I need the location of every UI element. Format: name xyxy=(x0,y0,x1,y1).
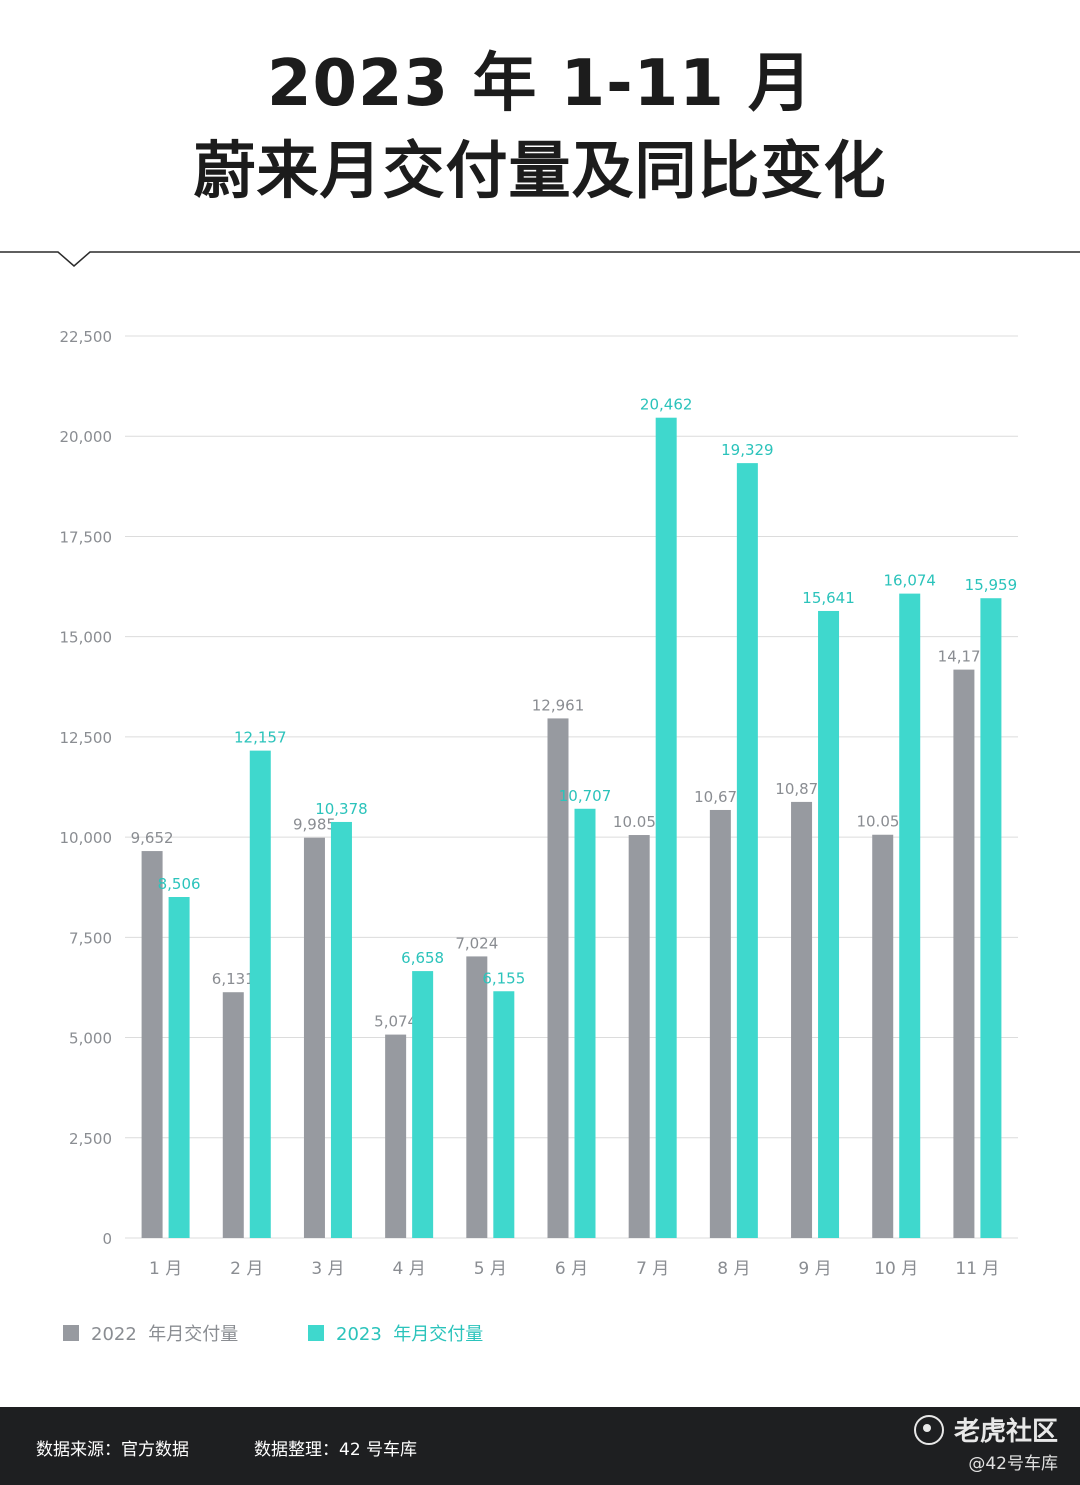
y-tick-label: 2,500 xyxy=(69,1130,112,1148)
bar-2022 xyxy=(141,851,163,1238)
y-tick-label: 15,000 xyxy=(60,629,113,647)
y-tick-label: 7,500 xyxy=(69,929,112,947)
x-tick-label: 9 月 xyxy=(798,1259,831,1279)
bar-2022 xyxy=(385,1034,407,1238)
legend-swatch-2022 xyxy=(63,1325,79,1341)
data-label: 7,024 xyxy=(455,934,498,952)
bar-2022 xyxy=(222,992,244,1238)
data-label: 12,961 xyxy=(532,696,585,714)
y-tick-label: 5,000 xyxy=(69,1030,112,1048)
legend-label-2023: 2023 年月交付量 xyxy=(336,1324,484,1345)
data-label: 6,155 xyxy=(482,969,525,987)
y-tick-label: 22,500 xyxy=(60,328,113,346)
bar-2023 xyxy=(168,897,190,1238)
bar-2023 xyxy=(899,593,921,1238)
bar-2022 xyxy=(628,835,650,1238)
bar-2023 xyxy=(493,991,515,1238)
x-tick-label: 4 月 xyxy=(393,1259,426,1279)
data-label: 6,131 xyxy=(212,970,255,988)
x-tick-label: 3 月 xyxy=(311,1259,344,1279)
legend-item-2023: 2023 年月交付量 xyxy=(308,1320,483,1346)
data-label: 16,074 xyxy=(883,572,936,590)
y-tick-label: 20,000 xyxy=(60,428,113,446)
y-tick-label: 17,500 xyxy=(60,528,113,546)
data-label: 12,157 xyxy=(234,729,287,747)
bar-2022 xyxy=(466,956,488,1238)
data-label: 10,878 xyxy=(775,780,828,798)
y-tick-label: 12,500 xyxy=(60,729,113,747)
bar-2022 xyxy=(953,669,975,1238)
brand-watermark: 老虎社区 xyxy=(913,1411,1058,1448)
data-label: 9,652 xyxy=(131,829,174,847)
legend-swatch-2023 xyxy=(308,1325,324,1341)
x-tick-label: 5 月 xyxy=(474,1259,507,1279)
brand-name: 老虎社区 xyxy=(953,1417,1058,1447)
data-organizer: 数据整理：42 号车库 xyxy=(254,1440,418,1460)
legend-label-2022: 2022 年月交付量 xyxy=(91,1324,239,1345)
bar-2023 xyxy=(330,821,352,1238)
data-label: 15,641 xyxy=(802,589,855,607)
bar-2023 xyxy=(980,598,1002,1238)
bar-2023 xyxy=(736,463,758,1239)
data-label: 8,506 xyxy=(158,875,201,893)
data-source: 数据来源：官方数据 xyxy=(36,1440,189,1460)
x-tick-label: 6 月 xyxy=(555,1259,588,1279)
data-label: 9,985 xyxy=(293,816,336,834)
data-label: 10,707 xyxy=(559,787,612,805)
footer-bar: 数据来源：官方数据 数据整理：42 号车库 老虎社区 @42号车库 xyxy=(0,1407,1080,1485)
tiger-logo-icon xyxy=(913,1414,944,1445)
header-divider xyxy=(0,251,1080,267)
bar-2023 xyxy=(574,808,596,1238)
author-handle: @42号车库 xyxy=(968,1454,1058,1474)
y-tick-label: 0 xyxy=(102,1230,112,1248)
data-label: 19,329 xyxy=(721,441,774,459)
x-tick-label: 10 月 xyxy=(874,1259,918,1279)
x-tick-label: 2 月 xyxy=(230,1259,263,1279)
data-label: 20,462 xyxy=(640,396,693,414)
bar-2022 xyxy=(872,834,894,1238)
x-tick-label: 7 月 xyxy=(636,1259,669,1279)
bar-2023 xyxy=(249,750,271,1238)
x-tick-label: 11 月 xyxy=(955,1259,999,1279)
bar-2023 xyxy=(412,971,434,1238)
bar-2022 xyxy=(709,809,731,1238)
bar-2022 xyxy=(791,801,813,1238)
data-label: 10.052 xyxy=(613,813,666,831)
data-label: 5,074 xyxy=(374,1013,417,1031)
title-line-2: 蔚来月交付量及同比变化 xyxy=(193,134,887,207)
data-label: 6,658 xyxy=(401,949,444,967)
bar-2023 xyxy=(818,610,840,1238)
data-label: 15,959 xyxy=(965,576,1018,594)
y-tick-label: 10,000 xyxy=(60,829,113,847)
legend-item-2022: 2022 年月交付量 xyxy=(63,1320,238,1346)
bar-2023 xyxy=(655,417,677,1238)
data-label: 10.059 xyxy=(856,813,909,831)
x-tick-label: 8 月 xyxy=(717,1259,750,1279)
data-label: 10,378 xyxy=(315,800,368,818)
title-line-1: 2023 年 1-11 月 xyxy=(266,47,814,121)
x-tick-label: 1 月 xyxy=(149,1259,182,1279)
bar-2022 xyxy=(547,718,569,1238)
data-label: 14,178 xyxy=(938,648,991,666)
bar-chart: 0 2,500 5,000 7,500 10,000 12,500 15,000 17,500… xyxy=(60,328,1018,1279)
bar-2022 xyxy=(303,837,325,1238)
data-label: 10,677 xyxy=(694,788,747,806)
